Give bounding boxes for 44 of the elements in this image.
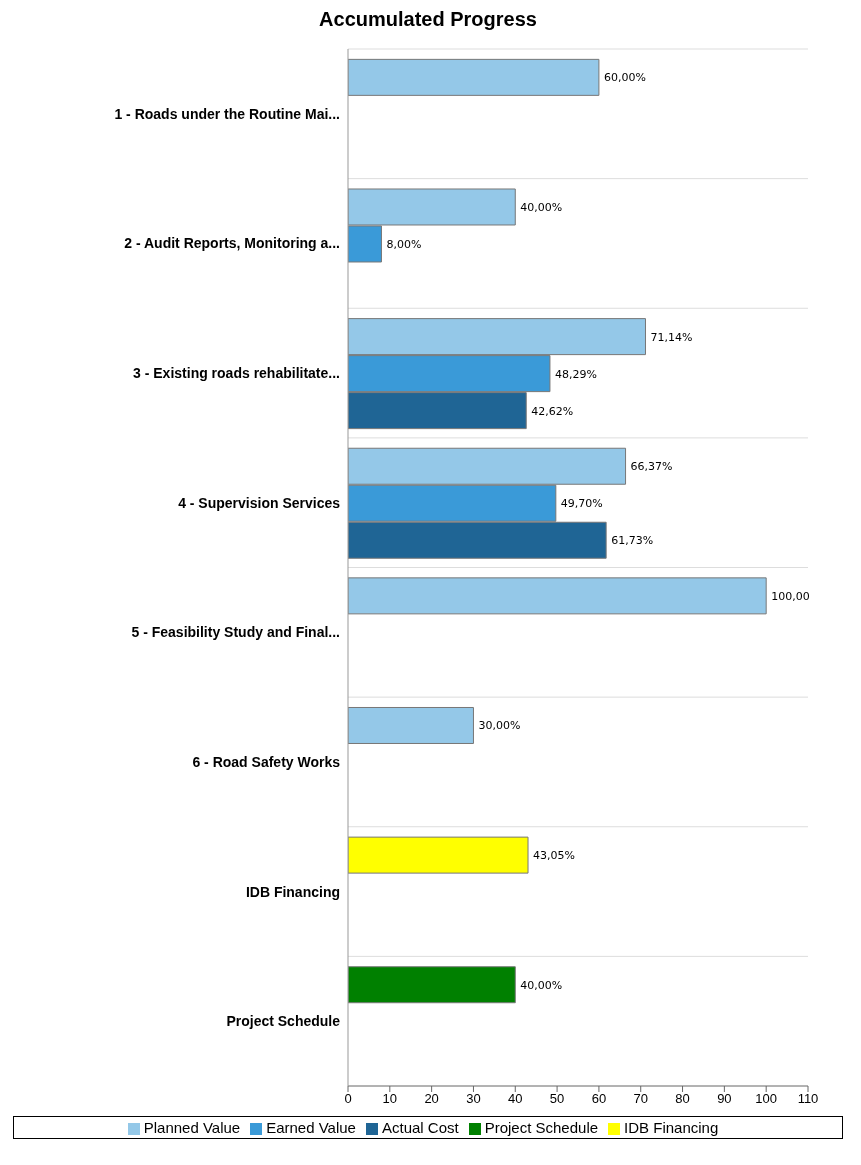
x-tick-label: 10	[382, 1091, 398, 1107]
chart-title: Accumulated Progress	[318, 8, 538, 31]
y-tick-label: Project Schedule	[226, 1013, 341, 1030]
bar	[348, 707, 474, 744]
data-label: 100,00	[771, 589, 810, 603]
bar	[348, 836, 529, 874]
x-tick-label: 50	[549, 1091, 565, 1107]
bar	[348, 58, 600, 96]
x-tick-label: 110	[797, 1091, 819, 1107]
x-tick-label: 90	[717, 1091, 732, 1107]
y-tick-label: 3 - Existing roads rehabilitate...	[133, 365, 340, 382]
y-tick-label: IDB Financing	[245, 883, 340, 900]
data-label: 61,73%	[611, 534, 654, 548]
data-label: 49,70%	[560, 497, 603, 511]
data-label: 40,00%	[520, 200, 563, 214]
legend-label: Project Schedule	[484, 1119, 599, 1136]
y-tick-label: 4 - Supervision Services	[178, 494, 341, 511]
x-tick-label: 100	[755, 1091, 778, 1107]
x-tick-label: 30	[466, 1091, 481, 1107]
data-label: 48,29%	[554, 367, 597, 381]
y-tick-label: 6 - Road Safety Works	[192, 753, 341, 770]
data-label: 43,05%	[533, 849, 575, 863]
data-label: 8,00%	[386, 237, 422, 251]
x-tick-label: 80	[675, 1091, 690, 1107]
x-tick-label: 0	[344, 1091, 352, 1107]
legend-label: IDB Financing	[624, 1119, 719, 1136]
data-label: 66,37%	[630, 460, 673, 474]
legend-label: Earned Value	[266, 1119, 356, 1136]
legend-label: Planned Value	[143, 1119, 241, 1136]
y-tick-label: 2 - Audit Reports, Monitoring a...	[124, 235, 340, 252]
data-label: 71,14%	[650, 330, 693, 344]
x-tick-label: 70	[633, 1091, 648, 1107]
data-label: 30,00%	[478, 719, 521, 733]
bar	[348, 966, 516, 1004]
x-tick-label: 40	[508, 1091, 523, 1107]
y-tick-label: 5 - Feasibility Study and Final...	[131, 624, 340, 641]
x-tick-label: 60	[591, 1091, 607, 1107]
data-label: 40,00%	[520, 978, 563, 992]
y-tick-label: 1 - Roads under the Routine Mai...	[114, 105, 340, 122]
legend-label: Actual Cost	[381, 1119, 459, 1136]
data-label: 60,00%	[603, 71, 646, 85]
bar	[348, 577, 767, 615]
x-tick-label: 20	[424, 1091, 439, 1107]
data-label: 42,62%	[531, 404, 574, 418]
